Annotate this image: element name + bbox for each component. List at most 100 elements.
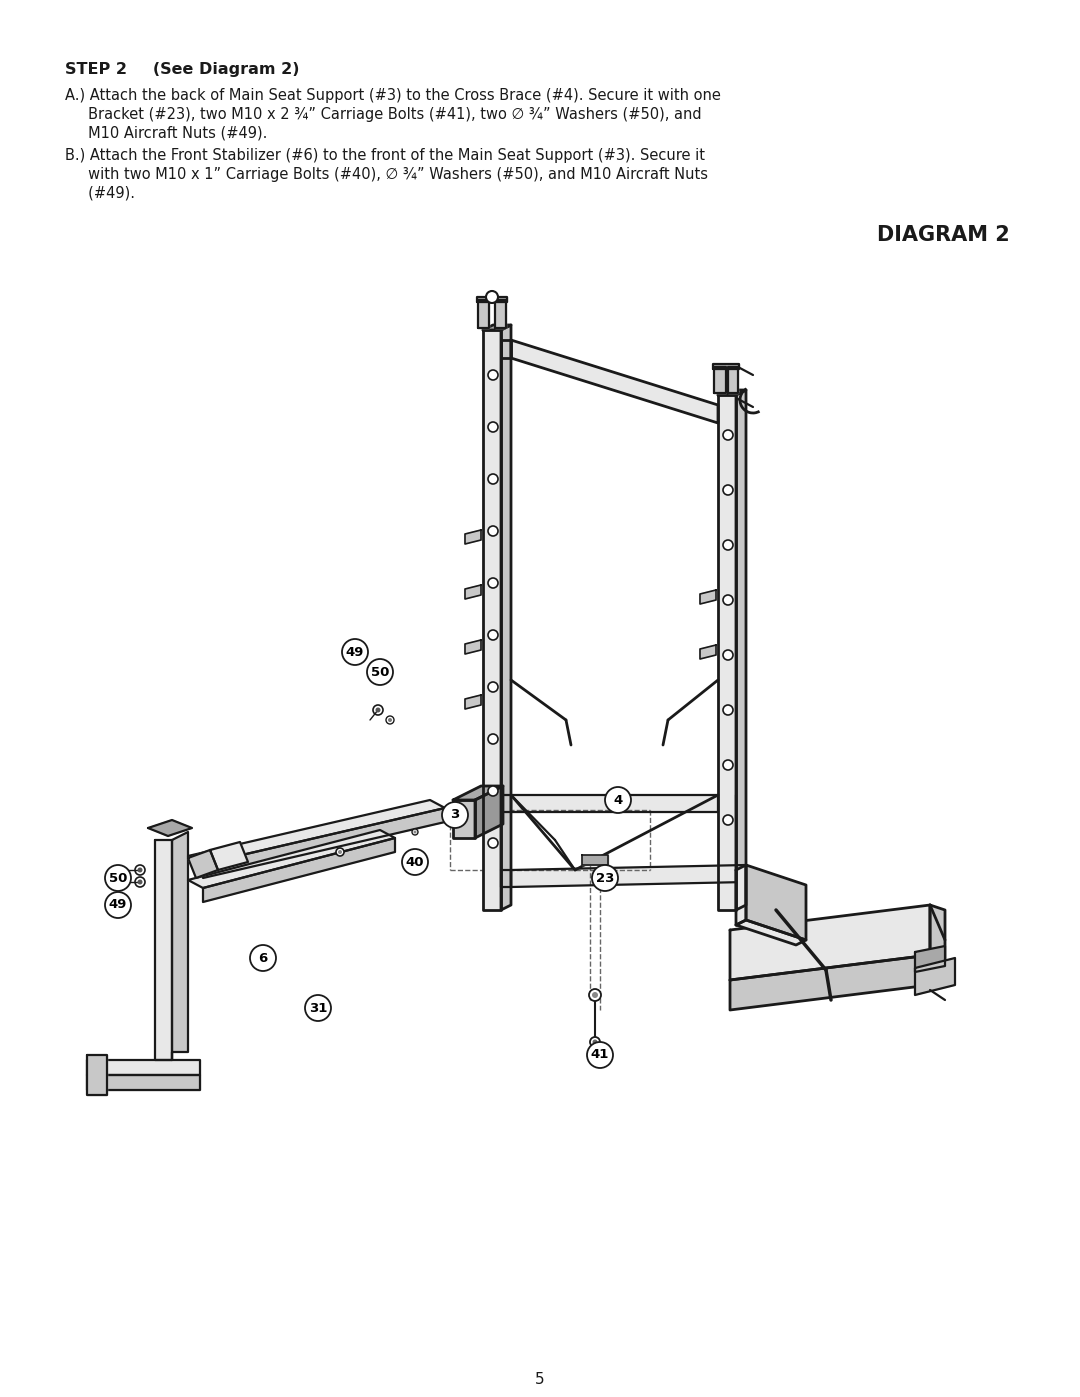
Circle shape	[592, 992, 598, 997]
Text: STEP 2: STEP 2	[65, 61, 127, 77]
Polygon shape	[148, 820, 192, 835]
Text: 41: 41	[591, 1049, 609, 1062]
Polygon shape	[203, 838, 395, 902]
Polygon shape	[501, 339, 511, 358]
Circle shape	[135, 877, 145, 887]
Polygon shape	[495, 300, 507, 328]
Circle shape	[488, 733, 498, 745]
Polygon shape	[735, 921, 806, 944]
Polygon shape	[465, 640, 481, 654]
Circle shape	[105, 893, 131, 918]
Circle shape	[105, 865, 131, 891]
Polygon shape	[511, 339, 718, 423]
Polygon shape	[453, 800, 475, 838]
Circle shape	[342, 638, 368, 665]
Circle shape	[137, 868, 143, 873]
Circle shape	[376, 707, 380, 712]
Circle shape	[593, 1039, 597, 1045]
Circle shape	[723, 814, 733, 826]
Circle shape	[488, 838, 498, 848]
Polygon shape	[87, 1076, 200, 1090]
Circle shape	[723, 485, 733, 495]
Polygon shape	[465, 585, 481, 599]
Polygon shape	[478, 300, 489, 328]
Circle shape	[336, 848, 345, 856]
Text: 4: 4	[613, 793, 623, 806]
Circle shape	[411, 828, 418, 835]
Polygon shape	[930, 905, 945, 960]
Circle shape	[723, 541, 733, 550]
Polygon shape	[475, 787, 503, 838]
Circle shape	[249, 944, 276, 971]
Circle shape	[488, 682, 498, 692]
Text: 31: 31	[309, 1002, 327, 1014]
Polygon shape	[718, 395, 735, 909]
Polygon shape	[156, 840, 172, 1060]
Polygon shape	[501, 326, 511, 909]
Polygon shape	[465, 529, 481, 543]
Circle shape	[338, 849, 342, 854]
Polygon shape	[730, 956, 930, 1010]
Text: 50: 50	[370, 665, 389, 679]
Text: 23: 23	[596, 872, 615, 884]
Circle shape	[723, 650, 733, 659]
Polygon shape	[728, 367, 738, 393]
Polygon shape	[713, 365, 739, 369]
Circle shape	[414, 830, 417, 834]
Polygon shape	[746, 865, 806, 940]
Text: 6: 6	[258, 951, 268, 964]
Text: 49: 49	[346, 645, 364, 658]
Circle shape	[488, 787, 498, 796]
Text: A.) Attach the back of Main Seat Support (#3) to the Cross Brace (#4). Secure it: A.) Attach the back of Main Seat Support…	[65, 88, 720, 103]
Circle shape	[488, 474, 498, 483]
Circle shape	[589, 989, 600, 1002]
Text: with two M10 x 1” Carriage Bolts (#40), ∅ ¾” Washers (#50), and M10 Aircraft Nut: with two M10 x 1” Carriage Bolts (#40), …	[65, 168, 708, 182]
Circle shape	[402, 849, 428, 875]
Circle shape	[588, 1042, 613, 1067]
Polygon shape	[87, 1055, 107, 1095]
Text: Bracket (#23), two M10 x 2 ¾” Carriage Bolts (#41), two ∅ ¾” Washers (#50), and: Bracket (#23), two M10 x 2 ¾” Carriage B…	[65, 108, 702, 122]
Circle shape	[386, 717, 394, 724]
Polygon shape	[735, 865, 746, 925]
Polygon shape	[172, 833, 188, 1060]
Polygon shape	[188, 800, 445, 863]
Polygon shape	[700, 590, 716, 604]
Polygon shape	[735, 390, 746, 909]
Text: (See Diagram 2): (See Diagram 2)	[136, 61, 299, 77]
Polygon shape	[210, 842, 248, 870]
Polygon shape	[700, 645, 716, 659]
Circle shape	[388, 718, 392, 722]
Circle shape	[605, 787, 631, 813]
Polygon shape	[511, 865, 746, 887]
Circle shape	[442, 802, 468, 828]
Polygon shape	[501, 870, 511, 887]
Circle shape	[137, 880, 143, 884]
Text: 3: 3	[450, 809, 460, 821]
Circle shape	[723, 595, 733, 605]
Polygon shape	[714, 367, 726, 393]
Circle shape	[488, 578, 498, 588]
Circle shape	[723, 705, 733, 715]
Text: 50: 50	[109, 872, 127, 884]
Polygon shape	[87, 1060, 200, 1076]
Polygon shape	[511, 795, 718, 812]
Polygon shape	[718, 390, 746, 395]
Circle shape	[488, 527, 498, 536]
Text: 40: 40	[406, 855, 424, 869]
Text: (#49).: (#49).	[65, 186, 135, 201]
Text: DIAGRAM 2: DIAGRAM 2	[877, 225, 1010, 244]
Text: 5: 5	[536, 1372, 544, 1387]
Polygon shape	[483, 330, 501, 909]
Circle shape	[488, 422, 498, 432]
Polygon shape	[915, 958, 955, 995]
Polygon shape	[188, 830, 395, 888]
Circle shape	[367, 659, 393, 685]
Circle shape	[590, 1037, 600, 1046]
Circle shape	[135, 865, 145, 875]
Polygon shape	[483, 326, 511, 330]
Polygon shape	[477, 298, 507, 302]
Circle shape	[488, 630, 498, 640]
Circle shape	[723, 760, 733, 770]
Polygon shape	[730, 905, 930, 981]
Polygon shape	[453, 787, 503, 800]
